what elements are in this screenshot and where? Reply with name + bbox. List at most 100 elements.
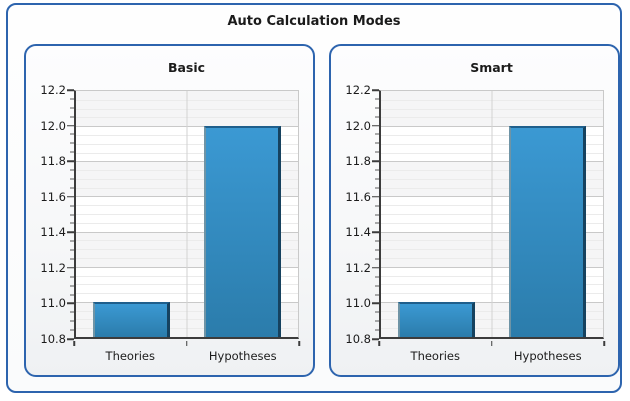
y-tick-label: 10.8 [345, 332, 371, 346]
y-minor-tick [375, 169, 379, 171]
vertical-gridline [186, 91, 188, 337]
chart-panel: Smart 10.8 11.0 11.2 11.4 11.6 11.8 12.0 12.2 T… [329, 44, 620, 377]
y-minor-tick [70, 205, 74, 207]
y-major-tick [372, 89, 379, 91]
y-axis-ticks [66, 89, 74, 340]
y-major-tick [372, 124, 379, 127]
y-minor-tick [375, 107, 379, 109]
y-minor-tick [375, 98, 379, 100]
y-tick-label: 12.0 [40, 118, 66, 133]
y-axis-labels: 10.8 11.0 11.2 11.4 11.6 11.8 12.0 12.2 [26, 83, 66, 346]
x-category-label: Hypotheses [208, 349, 277, 363]
y-major-tick [67, 160, 74, 162]
y-tick-label: 11.4 [40, 225, 66, 240]
y-minor-tick [70, 151, 74, 153]
y-minor-tick [375, 258, 379, 260]
y-minor-tick [375, 205, 379, 207]
y-tick-label: 11.8 [40, 154, 66, 169]
y-minor-tick [70, 311, 74, 313]
x-category-label: Hypotheses [513, 349, 582, 363]
bar-theories [92, 301, 170, 337]
outer-frame: Auto Calculation Modes Basic 10.8 11.0 11.… [6, 3, 622, 393]
y-tick-label: 10.8 [40, 332, 66, 346]
y-axis-ticks [371, 89, 379, 340]
y-minor-tick [375, 214, 379, 215]
x-axis-tick [73, 341, 75, 346]
y-major-tick [372, 231, 379, 234]
y-minor-tick [70, 133, 74, 135]
y-major-tick [67, 302, 74, 305]
y-minor-tick [375, 329, 379, 331]
x-axis-tick [490, 341, 493, 346]
x-axis-tick [603, 341, 605, 346]
y-axis-labels: 10.8 11.0 11.2 11.4 11.6 11.8 12.0 12.2 [331, 83, 371, 346]
page-title: Auto Calculation Modes [227, 14, 401, 29]
y-minor-tick [375, 178, 379, 180]
y-major-tick [67, 267, 74, 269]
y-major-tick [372, 338, 379, 340]
y-tick-label: 12.0 [345, 118, 371, 133]
x-axis-ticks [73, 341, 300, 347]
y-minor-tick [375, 116, 379, 118]
y-minor-tick [70, 249, 74, 251]
x-axis-tick [378, 341, 380, 346]
y-major-tick [67, 89, 74, 91]
y-minor-tick [375, 133, 379, 135]
y-minor-tick [70, 294, 74, 296]
panels-row: Basic 10.8 11.0 11.2 11.4 11.6 11.8 12.0 12.2 T… [24, 44, 620, 377]
y-minor-tick [70, 222, 74, 224]
y-minor-tick [70, 142, 74, 144]
y-minor-tick [375, 240, 379, 242]
y-tick-label: 12.2 [40, 83, 66, 97]
y-major-tick [372, 267, 379, 269]
y-minor-tick [70, 214, 74, 215]
y-minor-tick [70, 116, 74, 118]
chart-title: Smart [470, 60, 513, 75]
y-minor-tick [70, 276, 74, 278]
y-minor-tick [70, 178, 74, 180]
x-category-label: Theories [105, 349, 155, 363]
y-minor-tick [375, 294, 379, 296]
y-tick-label: 11.8 [345, 154, 371, 169]
y-minor-tick [375, 276, 379, 278]
bar-hypotheses [203, 126, 281, 337]
y-major-tick [372, 195, 379, 198]
y-minor-tick [375, 311, 379, 313]
y-minor-tick [70, 285, 74, 287]
x-axis-labels: Theories Hypotheses [74, 349, 299, 365]
x-axis-tick [185, 341, 188, 346]
y-minor-tick [70, 258, 74, 260]
y-minor-tick [375, 187, 379, 189]
y-major-tick [67, 195, 74, 198]
y-major-tick [67, 231, 74, 234]
y-minor-tick [70, 169, 74, 171]
y-tick-label: 12.2 [345, 83, 371, 97]
chart-title: Basic [167, 60, 206, 75]
y-major-tick [67, 338, 74, 340]
y-minor-tick [375, 249, 379, 251]
y-tick-label: 11.2 [345, 260, 371, 275]
y-minor-tick [375, 320, 379, 322]
y-minor-tick [375, 285, 379, 287]
y-major-tick [372, 160, 379, 162]
y-tick-label: 11.0 [345, 296, 371, 311]
bar-hypotheses [508, 126, 586, 337]
x-axis-tick [298, 341, 300, 346]
y-minor-tick [70, 240, 74, 242]
y-major-tick [67, 124, 74, 127]
x-axis-labels: Theories Hypotheses [379, 349, 604, 365]
y-minor-tick [70, 320, 74, 322]
y-major-tick [372, 302, 379, 305]
x-axis-ticks [378, 341, 605, 347]
y-minor-tick [375, 142, 379, 144]
y-minor-tick [70, 187, 74, 189]
y-minor-tick [70, 98, 74, 100]
bar-theories [397, 301, 475, 337]
y-tick-label: 11.6 [345, 189, 371, 204]
y-tick-label: 11.4 [345, 225, 371, 240]
vertical-gridline [491, 91, 493, 337]
y-tick-label: 11.0 [40, 296, 66, 311]
x-category-label: Theories [410, 349, 460, 363]
y-minor-tick [375, 222, 379, 224]
y-tick-label: 11.6 [40, 189, 66, 204]
